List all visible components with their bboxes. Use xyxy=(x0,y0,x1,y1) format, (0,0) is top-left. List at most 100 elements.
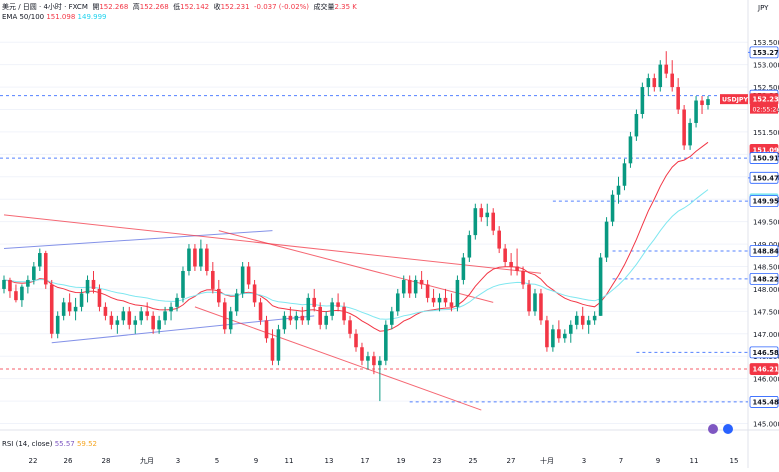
candle-body xyxy=(86,280,90,293)
candle-body xyxy=(301,316,305,320)
candle xyxy=(151,311,155,333)
candle-body xyxy=(289,316,293,320)
price-tick-label: 147.000 xyxy=(753,331,779,339)
candle-body xyxy=(527,284,531,311)
candle-body xyxy=(133,320,137,324)
candle-body xyxy=(664,65,668,74)
candle xyxy=(86,275,90,302)
candle xyxy=(485,204,489,226)
candle-body xyxy=(277,329,281,360)
rsi-legend[interactable]: RSI (14, close) 55.57 59.52 xyxy=(2,439,97,450)
candle xyxy=(581,307,585,329)
candle-body xyxy=(14,291,18,300)
candle-body xyxy=(456,280,460,307)
candle xyxy=(408,275,412,297)
candle xyxy=(647,74,651,96)
candle xyxy=(658,60,662,91)
ema100-value: 149.999 xyxy=(78,13,107,21)
candle xyxy=(497,226,501,253)
price-label: 149.957 xyxy=(750,196,779,207)
time-tick-label: 15 xyxy=(730,457,739,465)
price-label: 148.224 xyxy=(750,273,779,284)
candle-body xyxy=(259,302,263,320)
candle-body xyxy=(157,320,161,329)
candle xyxy=(474,204,478,240)
candle xyxy=(557,320,561,342)
time-tick-label: 3 xyxy=(176,457,180,465)
price-label-text: 146.214 xyxy=(753,366,779,374)
candle-body xyxy=(366,356,370,360)
rsi-value-2: 59.52 xyxy=(77,440,97,448)
candle-body xyxy=(181,271,185,298)
candle xyxy=(110,311,114,329)
candle-body xyxy=(127,311,131,324)
trend-line xyxy=(52,316,315,343)
candle-body xyxy=(74,307,78,311)
candle-body xyxy=(545,320,549,347)
flag-icon xyxy=(723,424,733,434)
candle-body xyxy=(318,307,322,325)
candle-body xyxy=(92,280,96,289)
candle xyxy=(26,275,30,293)
candle-body xyxy=(676,87,680,109)
candle-body xyxy=(641,87,645,114)
candle xyxy=(706,96,710,109)
price-tick-label: 153.500 xyxy=(753,39,779,47)
candle xyxy=(426,280,430,302)
candle-body xyxy=(247,267,251,285)
candle-body xyxy=(62,302,66,315)
candle-body xyxy=(253,284,257,302)
candle-body xyxy=(283,316,287,329)
candle-body xyxy=(199,249,203,267)
price-tick-label: 148.000 xyxy=(753,286,779,294)
candle xyxy=(104,302,108,320)
candle-body xyxy=(414,280,418,293)
candle-body xyxy=(617,186,621,195)
candle-body xyxy=(68,302,72,311)
candle xyxy=(295,311,299,329)
low-value: 152.142 xyxy=(180,3,209,11)
candle-body xyxy=(8,280,12,291)
candle xyxy=(390,307,394,329)
price-tick-label: 149.500 xyxy=(753,219,779,227)
candle-body xyxy=(32,267,36,280)
candle-body xyxy=(372,356,376,365)
candle xyxy=(133,316,137,334)
candle-body xyxy=(700,101,704,105)
candle-body xyxy=(122,311,126,320)
candle-body xyxy=(38,253,42,266)
price-label: 150.917 xyxy=(750,153,779,164)
price-label-text: 152.231 xyxy=(753,96,779,104)
candle xyxy=(539,289,543,325)
candle xyxy=(563,329,567,342)
candle xyxy=(509,253,513,275)
ema-legend[interactable]: EMA 50/100 151.098 149.999 xyxy=(2,12,106,23)
symbol-tag-text: USDJPY xyxy=(722,97,748,104)
candle-body xyxy=(408,280,412,293)
candle-body xyxy=(653,78,657,87)
candle xyxy=(312,289,316,311)
candle xyxy=(157,316,161,334)
candle-body xyxy=(324,316,328,325)
candle-body xyxy=(658,65,662,87)
price-label-text: 146.585 xyxy=(753,349,779,357)
rsi-value-1: 55.57 xyxy=(55,440,75,448)
candle xyxy=(265,316,269,343)
candle-body xyxy=(169,307,173,311)
price-label-text: 149.957 xyxy=(753,198,779,206)
candle xyxy=(277,325,281,365)
candle xyxy=(569,320,573,342)
time-tick-label: 11 xyxy=(690,457,699,465)
candle-body xyxy=(503,249,507,262)
candle xyxy=(468,231,472,262)
candle-body xyxy=(706,99,710,105)
candle xyxy=(342,302,346,324)
ema-lines xyxy=(4,142,708,331)
candle xyxy=(324,311,328,329)
candle xyxy=(330,298,334,320)
candle-body xyxy=(205,249,209,271)
price-label-text: 153.274 xyxy=(753,49,779,57)
